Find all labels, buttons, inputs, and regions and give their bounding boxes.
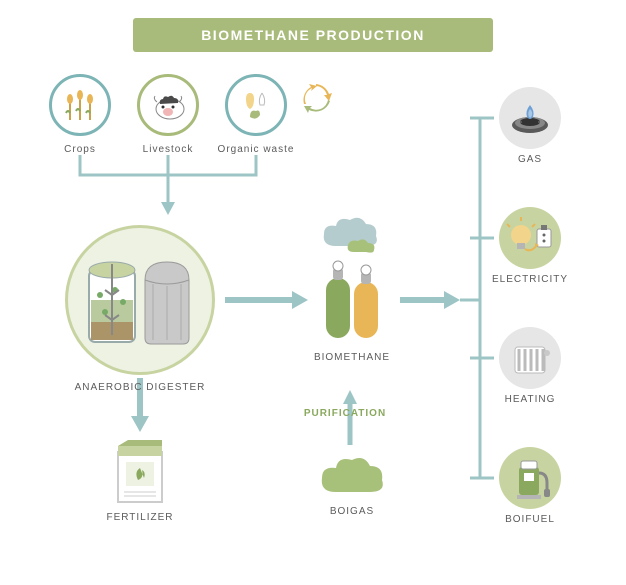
heating-icon — [499, 327, 561, 389]
crops-label: Crops — [64, 144, 96, 155]
electricity-label: ELECTRICITY — [492, 274, 568, 285]
heating-label: HEATING — [505, 394, 556, 405]
biogas-icon — [314, 452, 390, 502]
purification-label: PURIFICATION — [304, 408, 386, 419]
biofuel-label: BOIFUEL — [505, 514, 555, 525]
livestock-icon — [137, 74, 199, 136]
biomethane-label: BIOMETHANE — [314, 352, 390, 363]
title-text: BIOMETHANE PRODUCTION — [201, 27, 425, 43]
recycle-icon — [300, 82, 332, 114]
title-bar: BIOMETHANE PRODUCTION — [133, 18, 493, 52]
infographic-canvas: BIOMETHANE PRODUCTION Crops — [0, 0, 626, 585]
gas-label: GAS — [518, 154, 542, 165]
organic-waste-icon — [225, 74, 287, 136]
biogas-label: BOIGAS — [330, 506, 374, 517]
biofuel-icon — [499, 447, 561, 509]
fertilizer-icon — [108, 438, 172, 508]
livestock-label: Livestock — [143, 144, 194, 155]
fertilizer-label: FERTILIZER — [106, 512, 173, 523]
digester-label: ANAEROBIC DIGESTER — [75, 382, 206, 393]
gas-icon — [499, 87, 561, 149]
crops-icon — [49, 74, 111, 136]
cloud-top-icon — [316, 212, 386, 258]
electricity-icon — [499, 207, 561, 269]
digester-icon — [65, 225, 215, 375]
biomethane-icon — [318, 258, 388, 348]
organic-waste-label: Organic waste — [218, 144, 295, 155]
